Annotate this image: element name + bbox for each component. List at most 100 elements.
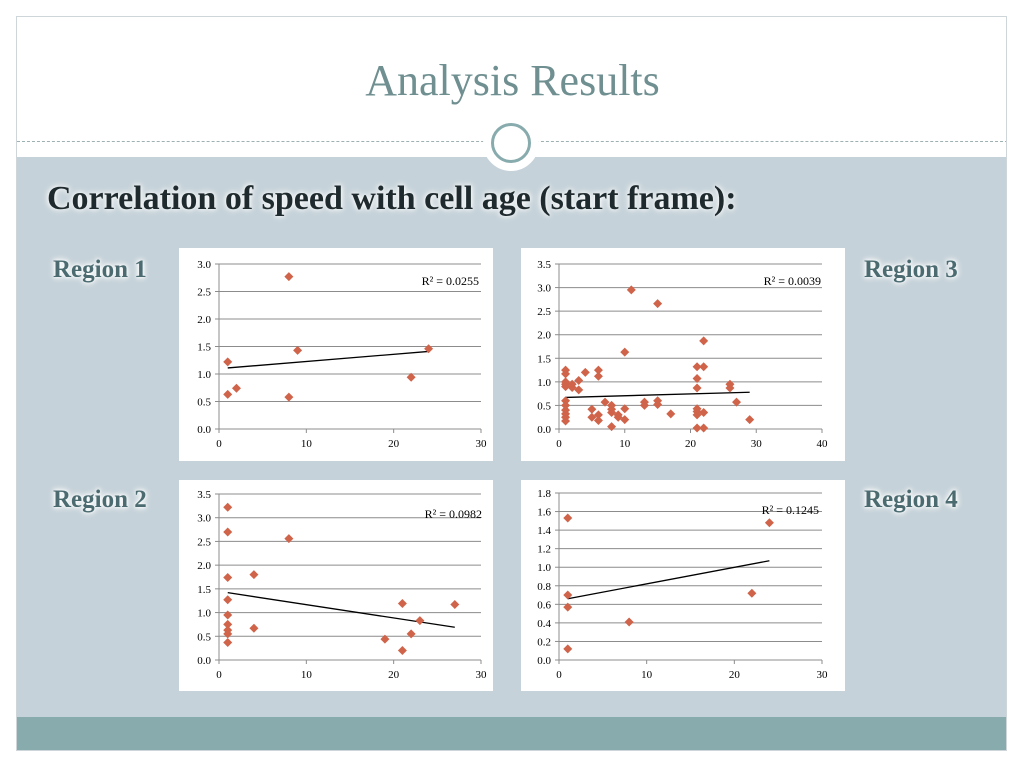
data-point: [607, 422, 617, 432]
data-point: [587, 404, 597, 414]
x-tick-label: 20: [388, 669, 400, 681]
data-point: [692, 374, 702, 384]
y-tick-label: 1.8: [537, 488, 551, 500]
slide-subtitle: Correlation of speed with cell age (star…: [47, 180, 737, 217]
data-point: [699, 408, 709, 417]
y-tick-label: 0.0: [197, 655, 211, 667]
data-point: [732, 397, 742, 407]
data-point: [600, 397, 610, 407]
data-point: [563, 602, 573, 612]
y-tick-label: 0.0: [537, 655, 551, 667]
data-point: [223, 389, 233, 399]
data-point: [380, 634, 390, 644]
data-point: [699, 423, 709, 433]
y-tick-label: 1.0: [537, 377, 551, 389]
data-point: [580, 367, 590, 377]
chart-region-1: 0.0 0.5 1.0 1.5 2.0 2.5 3.0 0 10 20 30 R² = 0.0255: [179, 248, 493, 461]
data-point: [653, 299, 663, 309]
data-point: [593, 371, 603, 381]
data-point: [561, 416, 571, 426]
x-tick-label: 40: [817, 438, 829, 450]
region-label-4: Region 4: [864, 486, 958, 513]
chart-region-3: 0.0 0.5 1.0 1.5 2.0 2.5 3.0 3.5 0 10 20 30 40 R² = 0.…: [521, 248, 845, 461]
data-point: [450, 600, 460, 610]
x-tick-label: 0: [556, 438, 562, 450]
footer-band: [17, 717, 1006, 750]
y-tick-label: 3.0: [197, 513, 211, 525]
data-point: [561, 396, 571, 406]
data-point: [745, 415, 755, 425]
y-tick-label: 1.6: [537, 507, 551, 519]
data-point: [561, 400, 571, 410]
data-point: [223, 527, 233, 537]
y-tick-label: 2.5: [537, 306, 551, 318]
data-point: [424, 344, 434, 354]
y-tick-label: 2.5: [197, 536, 211, 548]
y-tick-label: 2.0: [197, 314, 211, 326]
data-point: [284, 534, 294, 544]
data-point: [223, 502, 233, 512]
data-point: [249, 623, 259, 633]
data-point: [561, 382, 571, 392]
y-tick-label: 1.2: [537, 544, 551, 556]
data-point: [223, 357, 233, 367]
y-tick-label: 3.0: [537, 283, 551, 295]
x-tick-label: 10: [619, 438, 631, 450]
y-tick-label: 1.0: [197, 369, 211, 381]
y-tick-label: 1.0: [197, 608, 211, 620]
data-point: [223, 572, 233, 582]
trendline: [567, 560, 770, 600]
data-point: [415, 616, 425, 626]
data-point: [223, 610, 233, 620]
data-point: [574, 375, 584, 385]
data-point: [624, 617, 634, 627]
data-point: [293, 345, 303, 355]
data-point: [692, 383, 702, 393]
data-point: [620, 415, 630, 425]
x-tick-label: 0: [216, 438, 222, 450]
y-tick-label: 0.5: [537, 400, 551, 412]
data-point: [593, 416, 603, 426]
data-point: [593, 365, 603, 375]
region-label-1: Region 1: [53, 256, 147, 283]
data-point: [223, 619, 233, 629]
y-tick-label: 1.5: [197, 342, 211, 354]
data-point: [406, 629, 416, 639]
data-point: [249, 570, 259, 580]
data-point: [653, 399, 663, 409]
x-tick-label: 10: [641, 669, 653, 681]
y-tick-label: 0.8: [537, 581, 551, 593]
x-tick-label: 20: [388, 438, 400, 450]
y-tick-label: 0.0: [537, 424, 551, 436]
data-point: [747, 588, 757, 598]
circle-ornament-ring: [491, 123, 531, 163]
chart-region-4: 0.0 0.2 0.4 0.6 0.8 1.0 1.2 1.4 1.6 1.8 0 10 20 30 R² …: [521, 480, 845, 691]
data-point: [699, 362, 709, 372]
y-tick-label: 0.5: [197, 631, 211, 643]
chart-region-1-svg: 0.0 0.5 1.0 1.5 2.0 2.5 3.0 0 10 20 30 R² = 0.0255: [197, 259, 487, 450]
y-tick-label: 0.5: [197, 397, 211, 409]
data-point: [563, 513, 573, 523]
slide: Analysis Results Correlation of speed wi…: [16, 16, 1007, 751]
data-point: [666, 409, 676, 419]
y-tick-label: 2.0: [197, 560, 211, 572]
x-tick-label: 30: [751, 438, 763, 450]
region-label-2: Region 2: [53, 486, 147, 513]
data-point: [397, 646, 407, 656]
region-label-3: Region 3: [864, 256, 958, 283]
data-point: [626, 285, 636, 295]
r-squared-label: R² = 0.0255: [422, 274, 479, 288]
y-tick-label: 0.0: [197, 424, 211, 436]
slide-title: Analysis Results: [365, 56, 660, 105]
chart-region-2-svg: 0.0 0.5 1.0 1.5 2.0 2.5 3.0 3.5 0 10 20 30 R² = 0.09…: [197, 489, 487, 681]
trendline: [227, 350, 429, 369]
y-tick-label: 3.5: [537, 259, 551, 271]
r-squared-label: R² = 0.0982: [425, 507, 482, 521]
data-point: [397, 599, 407, 609]
y-tick-label: 1.0: [537, 562, 551, 574]
x-tick-label: 0: [216, 669, 222, 681]
y-tick-label: 0.2: [537, 636, 551, 648]
y-tick-label: 0.4: [537, 618, 551, 630]
data-point: [406, 372, 416, 382]
y-tick-label: 1.5: [197, 584, 211, 596]
